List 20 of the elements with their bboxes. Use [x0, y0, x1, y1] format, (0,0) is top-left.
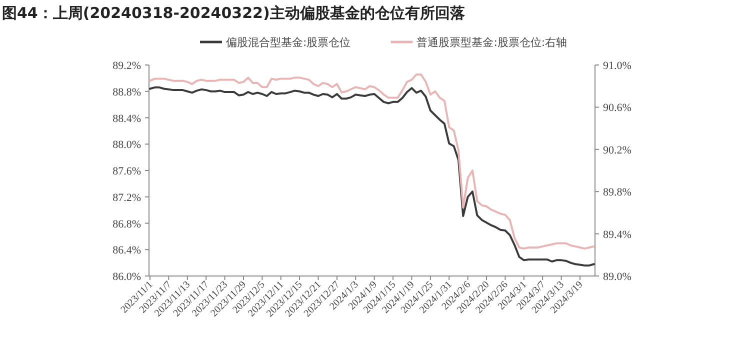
y-tick-label: 86.0% [112, 271, 141, 283]
chart-title: 图44：上周(20240318-20240322)主动偏股基金的仓位有所回落 [2, 4, 466, 22]
y-tick-label: 88.0% [112, 139, 141, 152]
y2-tick-label: 89.4% [603, 228, 632, 241]
legend-label: 偏股混合型基金:股票仓位 [226, 36, 351, 49]
y-tick-label: 87.6% [112, 166, 141, 178]
y2-tick-label: 90.2% [603, 144, 632, 156]
y-tick-label: 89.2% [112, 60, 141, 72]
y2-tick-label: 91.0% [603, 60, 632, 72]
y-tick-label: 86.8% [112, 218, 141, 230]
line-series [149, 86, 595, 266]
y-tick-label: 88.4% [112, 112, 141, 125]
line-series [149, 74, 595, 250]
y2-tick-label: 89.8% [603, 186, 632, 199]
y2-tick-label: 89.0% [603, 271, 632, 283]
y-tick-label: 87.2% [112, 192, 141, 204]
y2-tick-label: 90.6% [603, 102, 632, 114]
y-tick-label: 86.4% [112, 244, 141, 257]
legend-label: 普通股票型基金:股票仓位:右轴 [416, 36, 568, 49]
y-tick-label: 88.8% [112, 86, 141, 98]
